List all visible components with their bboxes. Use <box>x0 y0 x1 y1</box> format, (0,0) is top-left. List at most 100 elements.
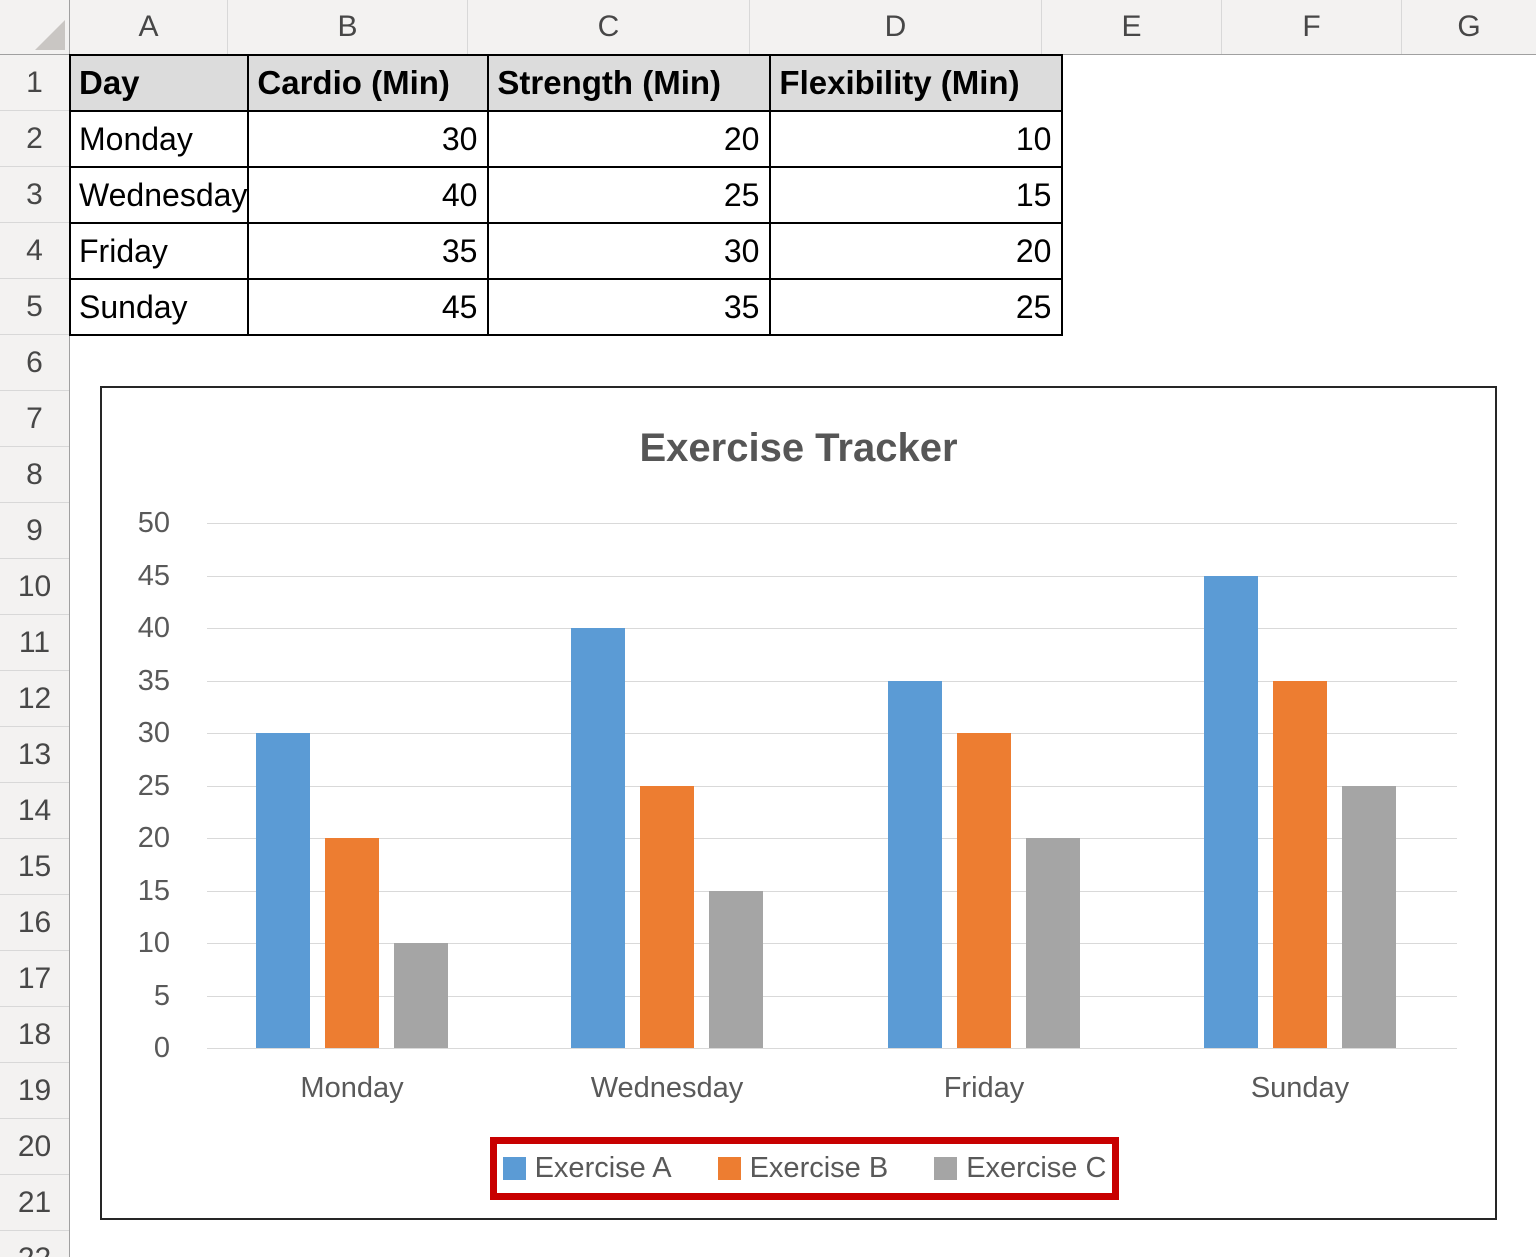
row-headers: 12345678910111213141516171819202122 <box>0 55 70 1257</box>
cell-b5[interactable]: 45 <box>247 278 490 336</box>
column-header-b[interactable]: B <box>228 0 468 54</box>
y-axis-tick-label: 25 <box>137 769 170 802</box>
cell-b2[interactable]: 30 <box>247 110 490 168</box>
bar-exercise-b-sunday[interactable] <box>1273 680 1327 1048</box>
chart-object[interactable]: Exercise Tracker 0 5 10 15 20 25 30 35 40 45 50 Mon… <box>100 386 1497 1220</box>
gridline <box>207 575 1457 577</box>
select-all-corner[interactable] <box>0 0 70 55</box>
legend-highlight-box: Exercise A Exercise B Exercise C <box>490 1137 1119 1200</box>
row-header-9[interactable]: 9 <box>0 503 69 559</box>
legend-item-exercise-a[interactable]: Exercise A <box>502 1152 672 1185</box>
row-header-4[interactable]: 4 <box>0 223 69 279</box>
y-axis-tick-label: 45 <box>137 559 170 592</box>
y-axis-tick-label: 50 <box>137 507 170 539</box>
cell-a5[interactable]: Sunday <box>68 278 250 336</box>
row-header-1[interactable]: 1 <box>0 55 69 111</box>
gridline <box>207 785 1457 787</box>
cell-c3[interactable]: 25 <box>487 166 772 224</box>
row-header-7[interactable]: 7 <box>0 391 69 447</box>
cell-d3[interactable]: 15 <box>769 166 1064 224</box>
row-header-13[interactable]: 13 <box>0 727 69 783</box>
row-header-22[interactable]: 22 <box>0 1231 69 1257</box>
bar-exercise-a-friday[interactable] <box>888 680 942 1048</box>
y-axis-tick-label: 10 <box>137 927 170 959</box>
y-axis-tick-label: 40 <box>137 612 170 644</box>
row-header-14[interactable]: 14 <box>0 783 69 839</box>
table-header-day[interactable]: Day <box>68 54 250 112</box>
cell-c5[interactable]: 35 <box>487 278 772 336</box>
row-header-6[interactable]: 6 <box>0 335 69 391</box>
cell-d4[interactable]: 20 <box>769 222 1064 280</box>
bar-exercise-a-monday[interactable] <box>256 733 310 1048</box>
cell-b4[interactable]: 35 <box>247 222 490 280</box>
plot-area: 0 5 10 15 20 25 30 35 40 45 50 Monday Wednesday Frida… <box>102 388 1495 1218</box>
gridline <box>207 838 1457 839</box>
column-header-e[interactable]: E <box>1042 0 1222 54</box>
row-header-8[interactable]: 8 <box>0 447 69 503</box>
row-header-20[interactable]: 20 <box>0 1119 69 1175</box>
column-header-d[interactable]: D <box>750 0 1042 54</box>
table-header-cardio-min[interactable]: Cardio (Min) <box>247 54 490 112</box>
legend-label: Exercise A <box>534 1152 672 1184</box>
bar-exercise-c-wednesday[interactable] <box>709 890 763 1048</box>
legend-item-exercise-c[interactable]: Exercise C <box>934 1152 1106 1185</box>
row-header-17[interactable]: 17 <box>0 951 69 1007</box>
row-header-2[interactable]: 2 <box>0 111 69 167</box>
row-header-3[interactable]: 3 <box>0 167 69 223</box>
legend-label: Exercise B <box>749 1152 889 1184</box>
cell-c4[interactable]: 30 <box>487 222 772 280</box>
y-axis-tick-label: 20 <box>137 822 170 854</box>
legend-label: Exercise C <box>966 1152 1107 1184</box>
bar-exercise-b-wednesday[interactable] <box>640 785 694 1048</box>
row-header-16[interactable]: 16 <box>0 895 69 951</box>
legend-item-exercise-b[interactable]: Exercise B <box>717 1152 889 1185</box>
row-header-18[interactable]: 18 <box>0 1007 69 1063</box>
cell-a3[interactable]: Wednesday <box>68 166 250 224</box>
row-header-10[interactable]: 10 <box>0 559 69 615</box>
x-axis-category-label: Friday <box>943 1072 1025 1104</box>
column-header-g[interactable]: G <box>1402 0 1536 54</box>
cell-b3[interactable]: 40 <box>247 166 490 224</box>
cell-a4[interactable]: Friday <box>68 222 250 280</box>
bar-exercise-b-friday[interactable] <box>957 733 1011 1048</box>
row-header-11[interactable]: 11 <box>0 615 69 671</box>
y-axis-tick-label: 30 <box>137 717 170 749</box>
x-axis-category-label: Monday <box>300 1072 404 1104</box>
sheet-grid: Day Cardio (Min) Strength (Min) Flexibility… <box>68 54 1536 1257</box>
row-header-15[interactable]: 15 <box>0 839 69 895</box>
bar-exercise-c-friday[interactable] <box>1026 838 1080 1048</box>
gridline <box>207 995 1457 997</box>
row-header-12[interactable]: 12 <box>0 671 69 727</box>
y-axis-tick-label: 0 <box>153 1032 170 1064</box>
y-axis-tick-label: 15 <box>137 874 170 907</box>
bar-exercise-b-monday[interactable] <box>325 838 379 1048</box>
table-header-flexibility-min[interactable]: Flexibility (Min) <box>769 54 1064 112</box>
column-header-a[interactable]: A <box>70 0 228 54</box>
y-axis-tick-label: 5 <box>153 979 170 1012</box>
legend-swatch-icon <box>502 1157 526 1180</box>
cell-d5[interactable]: 25 <box>769 278 1064 336</box>
gridline <box>207 943 1457 944</box>
bar-exercise-c-sunday[interactable] <box>1342 785 1396 1048</box>
cell-d2[interactable]: 10 <box>769 110 1064 168</box>
gridline <box>207 628 1457 629</box>
cell-a2[interactable]: Monday <box>68 110 250 168</box>
chart-legend[interactable]: Exercise A Exercise B Exercise C <box>497 1144 1112 1193</box>
gridline <box>207 733 1457 734</box>
table-header-strength-min[interactable]: Strength (Min) <box>487 54 772 112</box>
bar-exercise-a-sunday[interactable] <box>1204 575 1258 1048</box>
gridline <box>207 1048 1457 1049</box>
bar-exercise-a-wednesday[interactable] <box>571 628 625 1048</box>
exercise-data-table: Day Cardio (Min) Strength (Min) Flexibility… <box>68 54 1064 336</box>
bar-exercise-c-monday[interactable] <box>394 943 448 1048</box>
gridline <box>207 680 1457 682</box>
legend-swatch-icon <box>934 1157 958 1180</box>
row-header-5[interactable]: 5 <box>0 279 69 335</box>
column-header-c[interactable]: C <box>468 0 750 54</box>
select-all-triangle-icon <box>35 20 65 50</box>
cell-c2[interactable]: 20 <box>487 110 772 168</box>
row-header-21[interactable]: 21 <box>0 1175 69 1231</box>
row-header-19[interactable]: 19 <box>0 1063 69 1119</box>
column-header-f[interactable]: F <box>1222 0 1402 54</box>
